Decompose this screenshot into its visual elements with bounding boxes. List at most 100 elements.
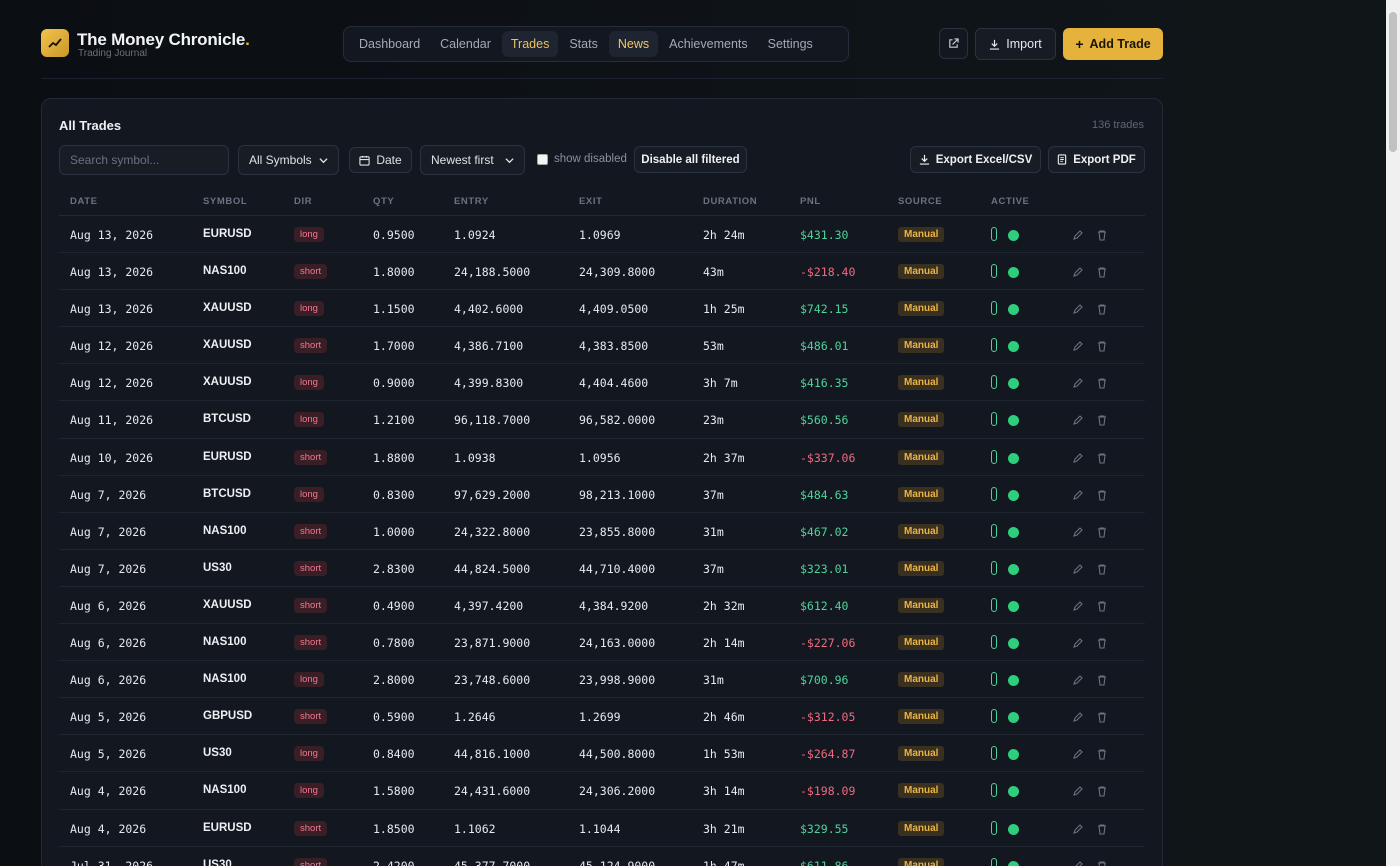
trash-icon[interactable] — [1096, 413, 1108, 427]
table-row[interactable]: Aug 10, 2026 EURUSD short 1.8800 1.0938 1.095… — [59, 439, 1145, 476]
search-input[interactable]: Search symbol... — [59, 145, 229, 175]
active-toggle[interactable] — [991, 486, 997, 501]
edit-icon[interactable] — [1072, 265, 1084, 277]
table-row[interactable]: Aug 7, 2026 BTCUSD long 0.8300 97,629.2000 98… — [59, 476, 1145, 513]
edit-icon[interactable] — [1072, 673, 1084, 685]
nav-settings[interactable]: Settings — [767, 37, 813, 51]
col-symbol[interactable]: SYMBOL — [203, 196, 248, 207]
edit-icon[interactable] — [1072, 228, 1084, 240]
nav-trades[interactable]: Trades — [501, 31, 559, 57]
col-source[interactable]: SOURCE — [898, 196, 943, 207]
table-row[interactable]: Aug 12, 2026 XAUUSD long 0.9000 4,399.8300 4,… — [59, 364, 1145, 402]
col-active[interactable]: ACTIVE — [991, 196, 1030, 207]
edit-icon[interactable] — [1072, 859, 1084, 866]
table-row[interactable]: Aug 6, 2026 NAS100 short 0.7800 23,871.9000 2… — [59, 624, 1145, 662]
active-toggle[interactable] — [991, 523, 997, 538]
active-toggle[interactable] — [991, 560, 997, 575]
trash-icon[interactable] — [1096, 451, 1108, 464]
edit-icon[interactable] — [1072, 339, 1084, 352]
edit-icon[interactable] — [1072, 562, 1084, 574]
active-toggle[interactable] — [991, 375, 997, 390]
active-toggle[interactable] — [991, 783, 997, 798]
col-qty[interactable]: QTY — [373, 196, 395, 207]
col-duration[interactable]: DURATION — [703, 196, 758, 207]
table-row[interactable]: Aug 4, 2026 EURUSD short 1.8500 1.1062 1.1044… — [59, 810, 1145, 847]
show-disabled-toggle[interactable]: show disabled — [537, 153, 627, 165]
edit-icon[interactable] — [1072, 376, 1084, 389]
trash-icon[interactable] — [1096, 710, 1108, 723]
edit-icon[interactable] — [1072, 413, 1084, 426]
col-pnl[interactable]: PNL — [800, 196, 821, 207]
table-row[interactable]: Aug 7, 2026 US30 short 2.8300 44,824.5000 44,… — [59, 550, 1145, 587]
active-toggle[interactable] — [991, 820, 997, 835]
active-toggle[interactable] — [991, 857, 997, 866]
trash-icon[interactable] — [1096, 747, 1108, 760]
active-toggle[interactable] — [991, 672, 997, 687]
col-entry[interactable]: ENTRY — [454, 196, 489, 207]
active-toggle[interactable] — [991, 597, 997, 612]
trash-icon[interactable] — [1096, 228, 1108, 241]
export-pdf-button[interactable]: Export PDF — [1048, 146, 1145, 173]
active-toggle[interactable] — [991, 301, 997, 316]
active-toggle[interactable] — [991, 338, 997, 353]
table-row[interactable]: Aug 13, 2026 XAUUSD long 1.1500 4,402.6000 4,… — [59, 290, 1145, 328]
edit-icon[interactable] — [1072, 636, 1084, 648]
active-toggle[interactable] — [991, 412, 997, 427]
active-toggle[interactable] — [991, 227, 997, 241]
nav-stats[interactable]: Stats — [569, 37, 598, 51]
trash-icon[interactable] — [1096, 859, 1108, 866]
edit-icon[interactable] — [1072, 747, 1084, 760]
edit-icon[interactable] — [1072, 302, 1084, 315]
nav-achievements[interactable]: Achievements — [669, 37, 748, 51]
trash-icon[interactable] — [1096, 376, 1108, 389]
trash-icon[interactable] — [1096, 784, 1108, 797]
trash-icon[interactable] — [1096, 636, 1108, 649]
trash-icon[interactable] — [1096, 562, 1108, 575]
show-disabled-checkbox[interactable] — [537, 153, 548, 165]
nav-dashboard[interactable]: Dashboard — [359, 37, 421, 51]
trash-icon[interactable] — [1096, 302, 1108, 315]
table-row[interactable]: Aug 4, 2026 NAS100 long 1.5800 24,431.6000 24… — [59, 772, 1145, 810]
active-toggle[interactable] — [991, 635, 997, 650]
edit-icon[interactable] — [1072, 488, 1084, 500]
table-row[interactable]: Aug 11, 2026 BTCUSD long 1.2100 96,118.7000 9… — [59, 401, 1145, 439]
table-row[interactable]: Aug 12, 2026 XAUUSD short 1.7000 4,386.7100 4… — [59, 327, 1145, 365]
table-row[interactable]: Aug 13, 2026 EURUSD long 0.9500 1.0924 1.0969… — [59, 216, 1145, 254]
trash-icon[interactable] — [1096, 488, 1108, 501]
external-link-button[interactable] — [939, 28, 968, 59]
active-toggle[interactable] — [991, 449, 997, 464]
trash-icon[interactable] — [1096, 265, 1108, 278]
scrollbar-thumb[interactable] — [1389, 12, 1397, 152]
table-row[interactable]: Aug 7, 2026 NAS100 short 1.0000 24,322.8000 2… — [59, 513, 1145, 550]
add-trade-button[interactable]: + Add Trade — [1063, 28, 1163, 60]
table-row[interactable]: Aug 5, 2026 US30 long 0.8400 44,816.1000 44,5… — [59, 735, 1145, 773]
table-row[interactable]: Aug 5, 2026 GBPUSD short 0.5900 1.2646 1.2699… — [59, 698, 1145, 736]
active-toggle[interactable] — [991, 264, 997, 279]
trash-icon[interactable] — [1096, 822, 1108, 835]
edit-icon[interactable] — [1072, 822, 1084, 834]
table-row[interactable]: Aug 6, 2026 XAUUSD short 0.4900 4,397.4200 4,… — [59, 587, 1145, 625]
edit-icon[interactable] — [1072, 784, 1084, 797]
symbols-select[interactable]: All Symbols — [238, 145, 339, 175]
table-row[interactable]: Aug 6, 2026 NAS100 long 2.8000 23,748.6000 23… — [59, 661, 1145, 699]
edit-icon[interactable] — [1072, 525, 1084, 537]
table-row[interactable]: Aug 13, 2026 NAS100 short 1.8000 24,188.5000… — [59, 253, 1145, 291]
col-dir[interactable]: DIR — [294, 196, 313, 207]
edit-icon[interactable] — [1072, 451, 1084, 463]
edit-icon[interactable] — [1072, 710, 1084, 723]
col-date[interactable]: DATE — [70, 196, 98, 207]
edit-icon[interactable] — [1072, 599, 1084, 611]
page-scrollbar[interactable] — [1386, 0, 1400, 866]
active-toggle[interactable] — [991, 709, 997, 724]
trash-icon[interactable] — [1096, 525, 1108, 538]
trash-icon[interactable] — [1096, 339, 1108, 352]
sort-select[interactable]: Newest first — [420, 145, 525, 175]
trash-icon[interactable] — [1096, 599, 1108, 612]
nav-news[interactable]: News — [608, 31, 659, 57]
active-toggle[interactable] — [991, 746, 997, 761]
export-excel-button[interactable]: Export Excel/CSV — [910, 146, 1041, 173]
nav-calendar[interactable]: Calendar — [440, 37, 491, 51]
date-filter-button[interactable]: Date — [349, 147, 412, 173]
table-row[interactable]: Jul 31, 2026 US30 short 2.4200 45,377.7000 45… — [59, 847, 1145, 866]
import-button[interactable]: Import — [975, 28, 1056, 60]
